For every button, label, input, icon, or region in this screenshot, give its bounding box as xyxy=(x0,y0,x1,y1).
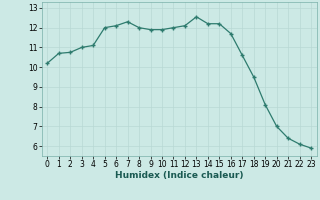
X-axis label: Humidex (Indice chaleur): Humidex (Indice chaleur) xyxy=(115,171,244,180)
